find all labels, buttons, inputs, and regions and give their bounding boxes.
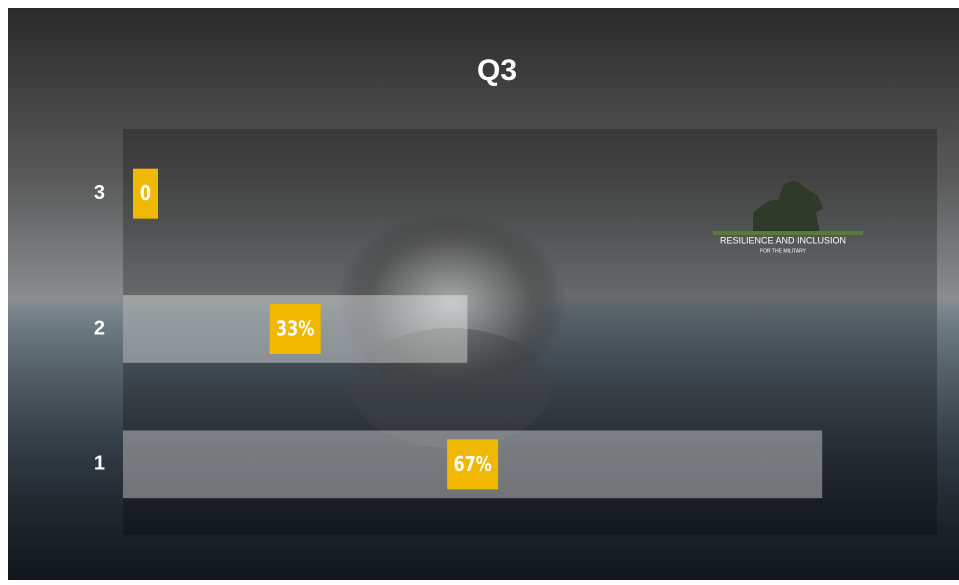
- logo-subtitle: FOR THE MILITARY: [760, 248, 807, 254]
- y-tick-label: 3: [94, 182, 105, 204]
- y-tick-label: 2: [94, 317, 105, 339]
- value-label: 33%: [276, 318, 314, 341]
- chart: RESILIENCE AND INCLUSION FOR THE MILITAR…: [8, 8, 959, 580]
- y-tick-label: 1: [94, 453, 105, 475]
- value-label: 67%: [453, 453, 491, 476]
- logo-title: RESILIENCE AND INCLUSION: [720, 235, 846, 245]
- slide: RESILIENCE AND INCLUSION FOR THE MILITAR…: [8, 8, 959, 580]
- chart-title: Q3: [477, 54, 517, 87]
- value-label: 0: [140, 183, 151, 206]
